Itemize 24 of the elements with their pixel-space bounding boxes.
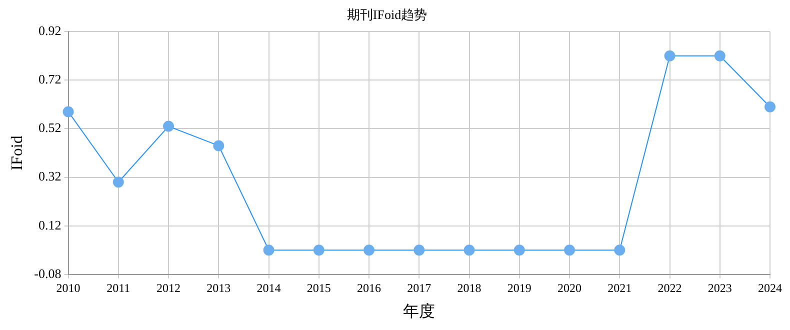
x-tick-label: 2012 xyxy=(156,280,181,295)
x-tick-label: 2017 xyxy=(407,280,432,295)
y-tick-label: -0.08 xyxy=(34,266,62,281)
x-tick-label: 2013 xyxy=(206,280,231,295)
x-tick-label: 2019 xyxy=(507,280,532,295)
x-tick-label: 2015 xyxy=(306,280,331,295)
x-tick-label: 2014 xyxy=(256,280,281,295)
y-tick-label: 0.72 xyxy=(38,72,62,87)
x-tick-label: 2022 xyxy=(658,280,682,295)
x-tick-label: 2018 xyxy=(457,280,482,295)
x-tick-label: 2020 xyxy=(558,280,582,295)
x-tick-label: 2023 xyxy=(708,280,732,295)
y-tick-label: 0.52 xyxy=(38,120,62,136)
x-tick-label: 2024 xyxy=(758,280,782,295)
x-tick-label: 2021 xyxy=(608,280,632,295)
y-tick-label: 0.92 xyxy=(38,23,62,38)
y-tick-label: 0.12 xyxy=(38,217,62,232)
y-tick-label: 0.32 xyxy=(38,168,62,184)
x-tick-label: 2010 xyxy=(56,280,80,295)
x-axis-title: 年度 xyxy=(403,302,436,321)
y-axis-title: IFoid xyxy=(8,136,26,170)
x-tick-label: 2011 xyxy=(106,280,130,295)
x-tick-label: 2016 xyxy=(357,280,382,295)
chart-title: 期刊IFoid趋势 xyxy=(346,7,428,22)
